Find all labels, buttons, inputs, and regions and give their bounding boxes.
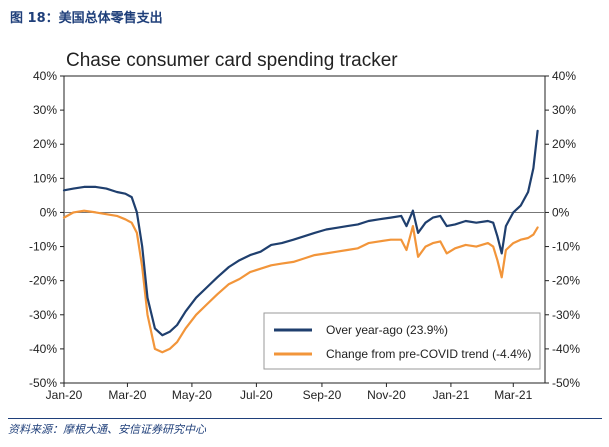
right-y-tick-label: 40%: [552, 69, 576, 83]
x-axis: Jan-20 Mar-20 May-20 Jul-20 Sep-20 Nov-20 Jan-…: [46, 383, 533, 402]
left-y-tick-label: -20%: [29, 274, 57, 288]
x-tick-label: Nov-20: [367, 388, 406, 402]
spending-tracker-chart: Chase consumer card spending tracker 40%…: [0, 28, 609, 416]
left-y-tick-label: -40%: [29, 342, 57, 356]
right-y-axis: 40% 30% 20% 10% 0% -10% -20% -30% -40% -50%: [545, 69, 580, 390]
figure-caption: 图 18：美国总体零售支出: [10, 11, 163, 26]
right-y-tick-label: -10%: [552, 240, 580, 254]
right-y-tick-label: -40%: [552, 342, 580, 356]
left-y-tick-label: 40%: [33, 69, 57, 83]
footer-divider: [8, 418, 602, 419]
right-y-tick-label: 10%: [552, 171, 576, 185]
left-y-axis: 40% 30% 20% 10% 0% -10% -20% -30% -40% -50%: [29, 69, 64, 390]
right-y-tick-label: -30%: [552, 308, 580, 322]
left-y-tick-label: -50%: [29, 376, 57, 390]
right-y-tick-label: -50%: [552, 376, 580, 390]
x-tick-label: May-20: [172, 388, 212, 402]
x-tick-label: Jul-20: [240, 388, 273, 402]
chart-title: Chase consumer card spending tracker: [66, 50, 398, 71]
left-y-tick-label: 0%: [40, 205, 58, 219]
figure-footer: 资料来源：摩根大通、安信证券研究中心: [8, 418, 602, 437]
series-over-year-ago-line: [62, 129, 539, 337]
left-y-tick-label: -30%: [29, 308, 57, 322]
left-y-tick-label: -10%: [29, 240, 57, 254]
left-y-tick-label: 30%: [33, 103, 57, 117]
series-lines: [62, 129, 539, 354]
right-y-tick-label: 30%: [552, 103, 576, 117]
legend-label-pre-covid-trend: Change from pre-COVID trend (-4.4%): [326, 347, 531, 361]
legend-label-over-year-ago: Over year-ago (23.9%): [326, 323, 448, 337]
plot-frame: [63, 75, 546, 384]
right-y-tick-label: 20%: [552, 137, 576, 151]
legend: Over year-ago (23.9%) Change from pre-CO…: [263, 312, 541, 370]
right-y-tick-label: 0%: [552, 205, 570, 219]
x-tick-label: Sep-20: [303, 388, 342, 402]
legend-box: [263, 312, 541, 370]
x-tick-label: Jan-20: [46, 388, 83, 402]
figure-source: 资料来源：摩根大通、安信证券研究中心: [8, 423, 206, 436]
x-tick-label: Jan-21: [433, 388, 470, 402]
x-tick-label: Mar-20: [108, 388, 146, 402]
left-y-tick-label: 10%: [33, 171, 57, 185]
left-y-tick-label: 20%: [33, 137, 57, 151]
right-y-tick-label: -20%: [552, 274, 580, 288]
figure-header: 图 18：美国总体零售支出: [8, 4, 602, 30]
series-pre-covid-trend-line: [62, 209, 539, 354]
x-tick-label: Mar-21: [494, 388, 532, 402]
